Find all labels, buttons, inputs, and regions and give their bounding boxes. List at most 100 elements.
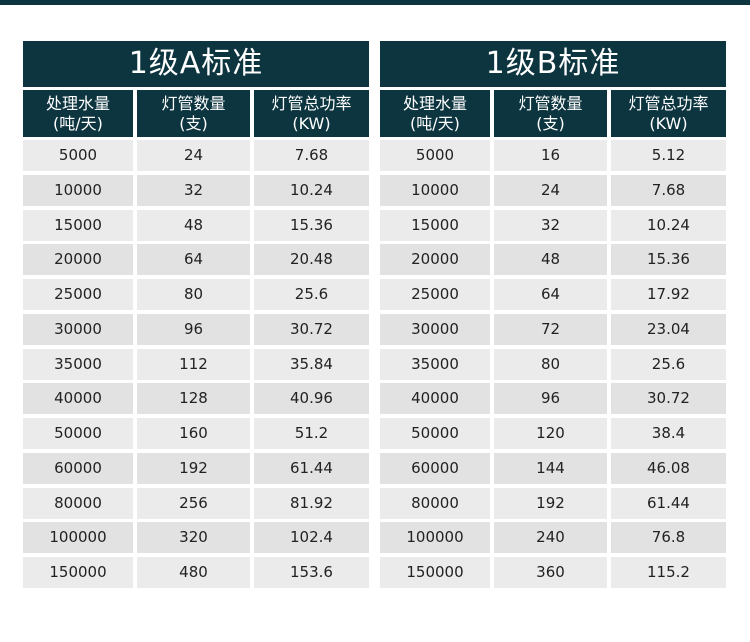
cell-capacity: 25000 <box>380 279 490 310</box>
cell-total-power: 17.92 <box>611 279 726 310</box>
header-label: 灯管数量 <box>161 93 226 113</box>
cell-capacity: 50000 <box>23 418 133 449</box>
cell-total-power: 76.8 <box>611 522 726 554</box>
cell-total-power: 51.2 <box>254 418 369 449</box>
table-body: 5000 16 5.12 10000 24 7.68 15000 32 10.24 20000 48… <box>380 140 726 588</box>
header-unit: (吨/天) <box>410 113 460 133</box>
cell-total-power: 25.6 <box>254 279 369 310</box>
table-row: 60000 144 46.08 <box>380 452 726 484</box>
cell-total-power: 38.4 <box>611 418 726 449</box>
cell-lamp-count: 72 <box>494 313 607 345</box>
table-row: 35000 80 25.6 <box>380 348 726 380</box>
cell-total-power: 115.2 <box>611 557 726 588</box>
table-row: 15000 48 15.36 <box>23 209 369 241</box>
cell-lamp-count: 80 <box>137 279 250 310</box>
cell-capacity: 25000 <box>23 279 133 310</box>
cell-total-power: 61.44 <box>254 452 369 484</box>
cell-capacity: 100000 <box>380 522 490 554</box>
cell-lamp-count: 32 <box>494 209 607 241</box>
table-row: 35000 112 35.84 <box>23 348 369 380</box>
header-cell-capacity: 处理水量 (吨/天) <box>23 90 133 137</box>
header-cell-total-power: 灯管总功率 (KW) <box>254 90 369 137</box>
header-unit: (支) <box>536 113 565 133</box>
header-unit: (吨/天) <box>53 113 103 133</box>
table-row: 80000 256 81.92 <box>23 487 369 519</box>
cell-capacity: 5000 <box>23 140 133 171</box>
cell-total-power: 46.08 <box>611 452 726 484</box>
table-row: 25000 80 25.6 <box>23 279 369 310</box>
cell-lamp-count: 240 <box>494 522 607 554</box>
table-grade-1a: 1级A标准 处理水量 (吨/天) 灯管数量 (支) 灯管总功率 (KW) 500… <box>23 41 369 592</box>
table-row: 20000 48 15.36 <box>380 244 726 276</box>
table-row: 10000 24 7.68 <box>380 174 726 206</box>
cell-lamp-count: 160 <box>137 418 250 449</box>
cell-capacity: 150000 <box>380 557 490 588</box>
cell-total-power: 10.24 <box>611 209 726 241</box>
cell-total-power: 10.24 <box>254 174 369 206</box>
table-grade-1b: 1级B标准 处理水量 (吨/天) 灯管数量 (支) 灯管总功率 (KW) 500… <box>380 41 726 592</box>
header-unit: (KW) <box>292 113 331 133</box>
cell-capacity: 60000 <box>380 452 490 484</box>
cell-capacity: 40000 <box>380 383 490 415</box>
cell-lamp-count: 64 <box>137 244 250 276</box>
header-label: 处理水量 <box>402 93 467 113</box>
cell-lamp-count: 96 <box>494 383 607 415</box>
cell-capacity: 10000 <box>380 174 490 206</box>
table-row: 10000 32 10.24 <box>23 174 369 206</box>
table-header-row: 处理水量 (吨/天) 灯管数量 (支) 灯管总功率 (KW) <box>380 90 726 137</box>
table-row: 100000 320 102.4 <box>23 522 369 554</box>
header-cell-lamp-count: 灯管数量 (支) <box>137 90 250 137</box>
cell-capacity: 80000 <box>23 487 133 519</box>
cell-lamp-count: 128 <box>137 383 250 415</box>
cell-total-power: 15.36 <box>611 244 726 276</box>
cell-lamp-count: 256 <box>137 487 250 519</box>
cell-total-power: 30.72 <box>611 383 726 415</box>
cell-capacity: 35000 <box>23 348 133 380</box>
cell-capacity: 15000 <box>380 209 490 241</box>
header-cell-lamp-count: 灯管数量 (支) <box>494 90 607 137</box>
table-row: 40000 96 30.72 <box>380 383 726 415</box>
cell-capacity: 35000 <box>380 348 490 380</box>
cell-lamp-count: 24 <box>494 174 607 206</box>
cell-lamp-count: 192 <box>494 487 607 519</box>
cell-total-power: 5.12 <box>611 140 726 171</box>
table-row: 150000 360 115.2 <box>380 557 726 588</box>
cell-capacity: 30000 <box>380 313 490 345</box>
cell-total-power: 15.36 <box>254 209 369 241</box>
header-label: 灯管总功率 <box>628 93 709 113</box>
table-row: 15000 32 10.24 <box>380 209 726 241</box>
table-row: 5000 24 7.68 <box>23 140 369 171</box>
header-unit: (支) <box>179 113 208 133</box>
table-row: 5000 16 5.12 <box>380 140 726 171</box>
cell-total-power: 61.44 <box>611 487 726 519</box>
cell-lamp-count: 360 <box>494 557 607 588</box>
table-row: 60000 192 61.44 <box>23 452 369 484</box>
cell-total-power: 30.72 <box>254 313 369 345</box>
cell-lamp-count: 144 <box>494 452 607 484</box>
cell-lamp-count: 80 <box>494 348 607 380</box>
cell-capacity: 150000 <box>23 557 133 588</box>
table-row: 80000 192 61.44 <box>380 487 726 519</box>
table-header-row: 处理水量 (吨/天) 灯管数量 (支) 灯管总功率 (KW) <box>23 90 369 137</box>
cell-total-power: 23.04 <box>611 313 726 345</box>
header-cell-total-power: 灯管总功率 (KW) <box>611 90 726 137</box>
cell-lamp-count: 48 <box>494 244 607 276</box>
table-row: 50000 160 51.2 <box>23 418 369 449</box>
cell-capacity: 60000 <box>23 452 133 484</box>
cell-total-power: 35.84 <box>254 348 369 380</box>
table-row: 50000 120 38.4 <box>380 418 726 449</box>
table-row: 150000 480 153.6 <box>23 557 369 588</box>
cell-capacity: 20000 <box>23 244 133 276</box>
table-row: 30000 72 23.04 <box>380 313 726 345</box>
cell-capacity: 15000 <box>23 209 133 241</box>
cell-capacity: 10000 <box>23 174 133 206</box>
table-body: 5000 24 7.68 10000 32 10.24 15000 48 15.36 20000 6… <box>23 140 369 588</box>
cell-total-power: 20.48 <box>254 244 369 276</box>
cell-lamp-count: 192 <box>137 452 250 484</box>
header-label: 灯管数量 <box>518 93 583 113</box>
cell-capacity: 80000 <box>380 487 490 519</box>
cell-lamp-count: 16 <box>494 140 607 171</box>
cell-total-power: 81.92 <box>254 487 369 519</box>
header-label: 处理水量 <box>45 93 110 113</box>
cell-lamp-count: 120 <box>494 418 607 449</box>
